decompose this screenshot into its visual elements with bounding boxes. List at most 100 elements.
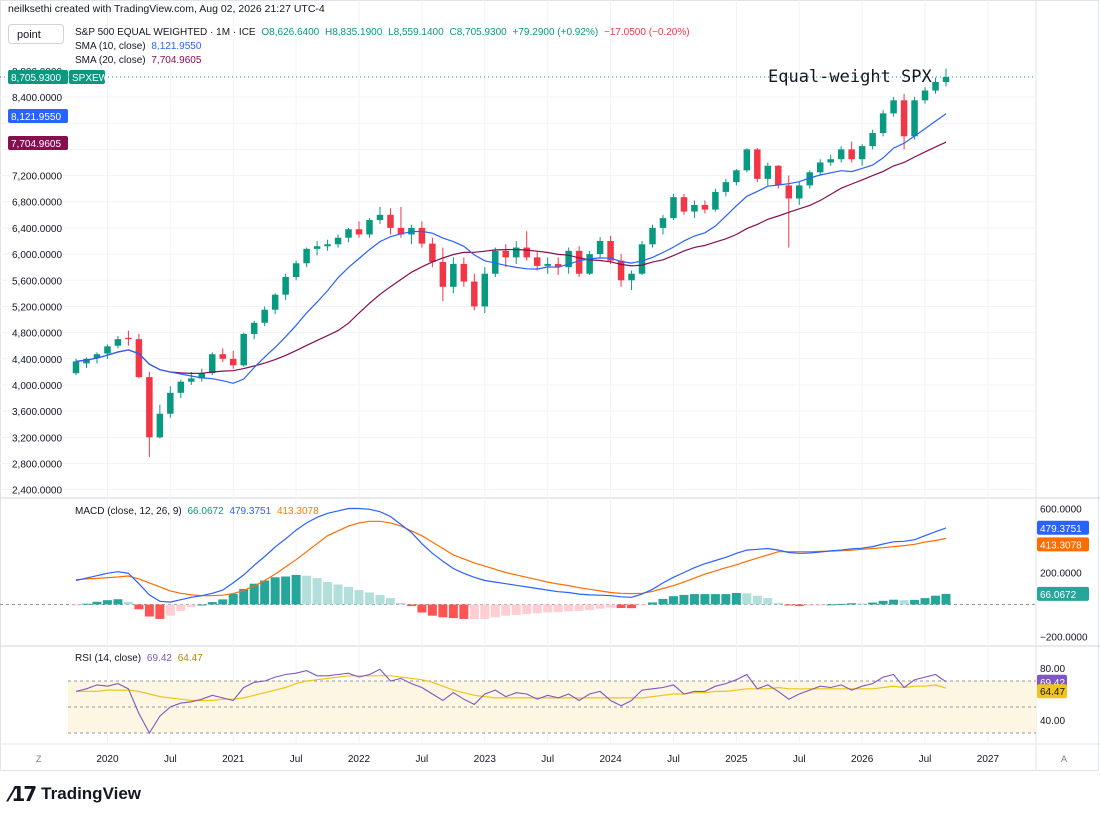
sma20-line: [75, 141, 947, 375]
macd-line: [75, 507, 947, 603]
macd-histogram-bar: [333, 584, 343, 605]
candle-body: [387, 214, 394, 228]
symbol-legend[interactable]: S&P 500 EQUAL WEIGHTED · 1M · ICE O8,626…: [75, 27, 693, 38]
macd-histogram-bar: [868, 602, 878, 605]
macd-hist-badge-bg: [1037, 586, 1089, 601]
symbol-badge: SPXEW: [69, 70, 109, 85]
macd-histogram-bar: [595, 604, 605, 609]
rsi-value: 69.42: [146, 653, 172, 664]
candle-body: [261, 309, 268, 323]
rsi-ma-badge-bg: [1037, 684, 1067, 699]
macd-histogram-bar: [113, 599, 123, 605]
macd-histogram-bar: [228, 593, 238, 605]
candle-body: [512, 247, 520, 258]
macd-histogram-bar: [752, 595, 762, 605]
sma20-legend[interactable]: SMA (20, close) 7,704.9605: [75, 55, 204, 66]
candle-body: [796, 185, 803, 199]
macd-hist-value: 66.0672: [187, 506, 224, 517]
price-tick-label: 3,200.0000: [12, 433, 62, 444]
candle-body: [229, 358, 237, 366]
macd-histogram-bar: [710, 594, 720, 605]
macd-histogram-bar: [606, 604, 616, 608]
candle-body: [617, 260, 625, 281]
candle-body: [754, 149, 761, 179]
macd-histogram-bar: [679, 594, 689, 605]
macd-histogram-bar: [742, 593, 752, 605]
macd-histogram-bar: [134, 604, 144, 610]
price-tick-label: 4,400.0000: [12, 355, 62, 366]
auto-scale-button[interactable]: A: [1061, 754, 1068, 764]
candle-body: [544, 263, 551, 266]
interval-button[interactable]: point: [8, 24, 64, 44]
time-tick-label: Jul: [667, 754, 680, 765]
macd-histogram-bar: [260, 580, 270, 605]
macd-signal-badge: 413.3078: [1037, 537, 1089, 552]
macd-histogram-bar: [490, 604, 500, 618]
macd-histogram-bar: [836, 603, 846, 605]
sma10-legend[interactable]: SMA (10, close) 8,121.9550: [75, 41, 204, 52]
macd-histogram-bar: [564, 604, 574, 612]
price-tick-label: 5,200.0000: [12, 302, 62, 313]
price-tick-label: 6,400.0000: [12, 224, 62, 235]
ohlc-open: O8,626.6400: [261, 27, 320, 38]
price-tick-label: 8,400.0000: [12, 93, 62, 104]
candle-body: [188, 378, 195, 382]
macd-histogram-bar: [81, 603, 91, 605]
time-tick-label: 2022: [348, 754, 371, 765]
macd-histogram-bar: [784, 604, 794, 606]
macd-histogram-bar: [123, 601, 133, 605]
macd-histogram-bar: [218, 599, 228, 605]
macd-histogram-bar: [511, 604, 521, 615]
candle-body: [649, 227, 656, 245]
candle-body: [292, 263, 300, 277]
candle-body: [135, 339, 143, 378]
macd-histogram-bar: [207, 602, 217, 605]
rsi-ma-badge-text: 64.47: [1040, 687, 1065, 698]
price-tick-label: 6,800.0000: [12, 198, 62, 209]
zoom-corner-button[interactable]: Z: [36, 754, 42, 764]
macd-histogram-bar: [417, 604, 427, 613]
last-price-badge: 8,705.9300: [8, 70, 68, 85]
macd-histogram-bar: [805, 604, 815, 606]
candle-body: [492, 250, 499, 274]
candle-body: [575, 250, 583, 274]
chart-canvas[interactable]: 8,800.00008,400.00007,200.00006,800.0000…: [0, 0, 1100, 780]
macd-legend[interactable]: MACD (close, 12, 26, 9) 66.0672 479.3751…: [75, 506, 322, 517]
candle-body: [858, 146, 866, 160]
candle-body: [628, 273, 635, 281]
macd-histogram-bar: [648, 602, 658, 605]
macd-histogram-bar: [71, 604, 81, 606]
sma10-label: SMA (10, close): [75, 41, 146, 52]
candle-body: [722, 182, 730, 192]
candle-body: [638, 244, 646, 274]
price-tick-label: 3,600.0000: [12, 407, 62, 418]
macd-signal-value: 413.3078: [276, 506, 319, 517]
rsi-label: RSI (14, close): [75, 653, 142, 664]
time-tick-label: 2020: [96, 754, 119, 765]
price-tick-label: 5,600.0000: [12, 276, 62, 287]
candle-body: [733, 170, 740, 183]
candle-body: [785, 185, 793, 199]
symbol-name: S&P 500 EQUAL WEIGHTED · 1M · ICE: [75, 27, 256, 38]
rsi-legend[interactable]: RSI (14, close) 69.42 64.47: [75, 653, 206, 664]
candle-body: [177, 381, 185, 393]
time-tick-label: Jul: [919, 754, 932, 765]
candle-body: [345, 229, 352, 238]
macd-signal-badge-text: 413.3078: [1040, 540, 1082, 551]
candle-body: [932, 81, 939, 91]
macd-histogram-bar: [354, 590, 364, 605]
macd-histogram-bar: [396, 602, 406, 605]
macd-label: MACD (close, 12, 26, 9): [75, 506, 182, 517]
candle-body: [271, 294, 279, 310]
candle-body: [439, 261, 447, 287]
macd-histogram-bar: [375, 594, 385, 605]
macd-histogram-bar: [574, 604, 584, 611]
ohlc-close: C8,705.9300: [449, 27, 507, 38]
candle-body: [125, 337, 132, 340]
candle-body: [146, 377, 153, 438]
ohlc-change: +79.2900 (+0.92%): [512, 27, 599, 38]
tradingview-brand: TradingView: [41, 784, 141, 803]
macd-hist-badge: 66.0672: [1037, 586, 1089, 601]
chart-annotation: Equal-weight SPX: [768, 67, 932, 87]
candle-body: [460, 263, 468, 282]
